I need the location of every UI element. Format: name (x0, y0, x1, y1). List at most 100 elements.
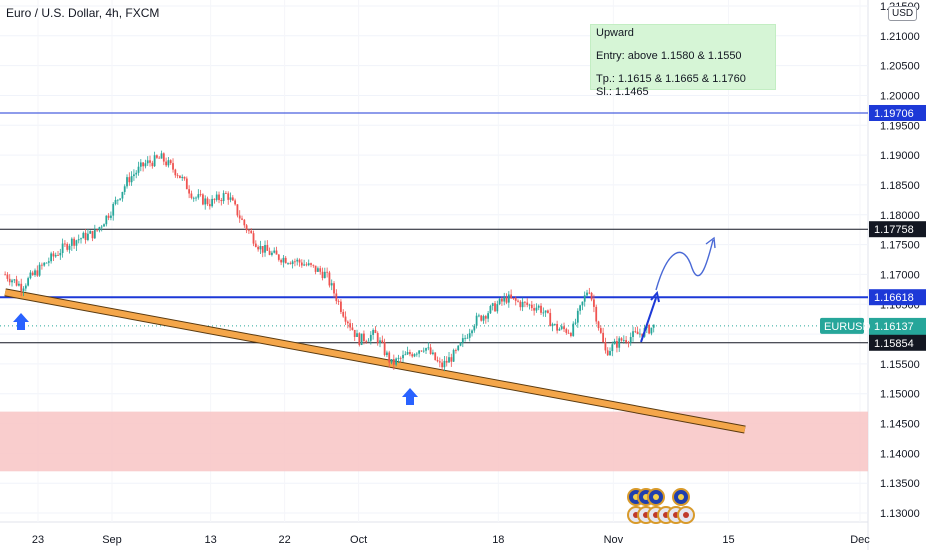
candle-body (397, 357, 400, 359)
candle-body (489, 305, 492, 314)
candle-body (243, 219, 246, 226)
candle-body (392, 359, 395, 365)
candle-body (567, 332, 570, 334)
candle-body (156, 155, 158, 158)
candle-body (268, 250, 271, 255)
candle-body (374, 329, 377, 334)
candle-body (236, 204, 239, 216)
candle-body (602, 332, 605, 343)
candle-body (487, 313, 490, 319)
candle-body (576, 310, 579, 323)
candle-body (294, 261, 296, 263)
candle-body (52, 253, 55, 257)
candle-body (107, 215, 110, 218)
candle-body (588, 292, 591, 294)
candle-body (103, 224, 105, 227)
candle-body (197, 194, 200, 198)
candle-body (135, 172, 138, 175)
candle-body (307, 263, 310, 266)
candle-body (57, 254, 59, 256)
candle-body (20, 283, 23, 291)
candle-body (473, 325, 476, 331)
candle-body (422, 350, 425, 352)
candle-body (271, 252, 273, 255)
note-line-tp: Tp.: 1.1615 & 1.1665 & 1.1760 (596, 73, 746, 85)
candle-body (112, 203, 115, 216)
candle-body (82, 232, 85, 239)
candle-body (388, 352, 391, 363)
candle-body (266, 245, 269, 251)
candle-body (404, 354, 407, 356)
candle-body (149, 160, 151, 163)
candle-body (142, 162, 145, 167)
candle-body (229, 197, 232, 200)
eu-flag-icon-center (653, 494, 659, 500)
candle-body (641, 333, 644, 337)
candle-body (544, 310, 547, 313)
candle-body (4, 274, 7, 276)
candle-body (429, 347, 432, 354)
candle-body (41, 264, 43, 266)
candle-body (73, 238, 76, 246)
candle-body (448, 357, 450, 363)
candle-body (501, 298, 503, 302)
candle-body (572, 323, 575, 336)
candle-body (222, 193, 225, 202)
eu-flag-icon-center (678, 494, 684, 500)
candle-body (613, 341, 616, 345)
candle-body (91, 231, 94, 239)
candle-body (110, 215, 112, 218)
candle-body (491, 303, 494, 306)
candle-body (484, 316, 487, 319)
y-tick-label: 1.21000 (880, 31, 920, 43)
price-tag-black-low-bg (869, 334, 926, 351)
candle-body (639, 333, 641, 335)
candle-body (363, 333, 365, 342)
candle-body (250, 230, 253, 234)
candle-body (153, 155, 156, 167)
candle-body (38, 264, 41, 276)
candle-body (565, 329, 568, 333)
candle-body (648, 324, 651, 334)
candle-body (530, 304, 533, 309)
candle-body (185, 178, 188, 190)
candle-body (22, 288, 25, 291)
candle-body (360, 333, 363, 345)
candle-body (551, 324, 554, 327)
candle-body (128, 177, 131, 183)
candle-body (47, 261, 50, 263)
candle-body (342, 311, 345, 317)
candle-body (618, 338, 621, 348)
candle-body (192, 197, 195, 199)
price-tag-blue-top-bg (869, 104, 926, 121)
candle-body (432, 352, 434, 354)
candle-body (563, 326, 565, 330)
y-tick-label: 1.15500 (880, 359, 920, 371)
candle-body (330, 283, 333, 286)
candle-body (586, 292, 588, 296)
candle-body (261, 246, 264, 253)
candle-body (609, 351, 611, 356)
candle-body (70, 238, 73, 246)
candle-body (167, 160, 170, 166)
candle-body (650, 327, 653, 334)
us-flag-icon-center (683, 512, 689, 518)
y-tick-label: 1.18500 (880, 180, 920, 192)
candle-body (599, 328, 602, 333)
candle-body (116, 199, 119, 201)
note-line-direction: Upward (596, 27, 634, 39)
candle-body (517, 300, 519, 302)
x-tick-label: Oct (350, 534, 367, 546)
candle-body (579, 305, 582, 311)
candle-body (312, 264, 315, 266)
demand-zone (0, 411, 868, 472)
candle-body (206, 198, 209, 205)
candle-body (172, 163, 174, 170)
candle-body (383, 342, 386, 355)
candle-body (379, 340, 381, 343)
candle-body (395, 358, 398, 365)
currency-badge[interactable]: USD (888, 6, 918, 21)
candle-body (372, 329, 375, 335)
candle-body (353, 329, 356, 337)
